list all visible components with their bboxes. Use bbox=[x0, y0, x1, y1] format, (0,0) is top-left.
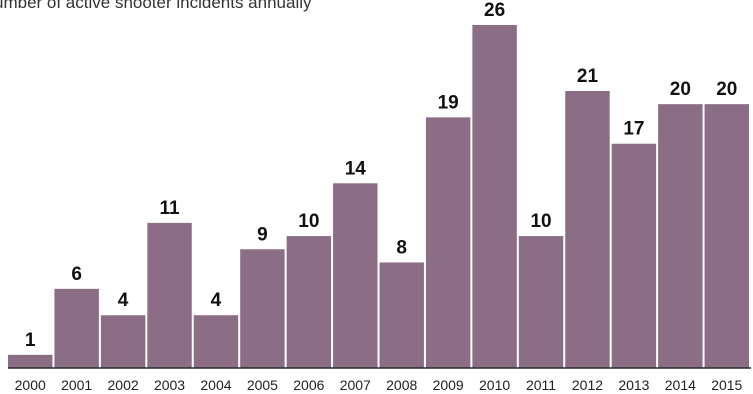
value-label-2008: 8 bbox=[396, 237, 407, 258]
bar-2005 bbox=[240, 249, 284, 368]
bar-2013 bbox=[612, 144, 656, 368]
x-tick-label-2013: 2013 bbox=[618, 377, 649, 393]
value-label-2004: 4 bbox=[211, 290, 222, 311]
x-tick-label-2015: 2015 bbox=[711, 377, 742, 393]
x-tick-label-2008: 2008 bbox=[386, 377, 417, 393]
x-tick-label-2011: 2011 bbox=[526, 377, 556, 393]
bar-2012 bbox=[565, 91, 609, 368]
x-tick-label-2007: 2007 bbox=[340, 377, 371, 393]
value-label-2005: 9 bbox=[257, 224, 268, 245]
value-label-2011: 10 bbox=[530, 211, 551, 232]
bars-group bbox=[8, 25, 749, 368]
bar-2003 bbox=[147, 223, 191, 368]
value-label-2013: 17 bbox=[623, 119, 644, 140]
bar-2010 bbox=[472, 25, 516, 368]
bar-2000 bbox=[8, 355, 52, 368]
bar-2014 bbox=[658, 104, 702, 368]
x-tick-label-2014: 2014 bbox=[665, 377, 696, 393]
value-label-2012: 21 bbox=[577, 66, 599, 87]
x-tick-label-2010: 2010 bbox=[479, 377, 510, 393]
bar-2007 bbox=[333, 183, 377, 368]
value-label-2006: 10 bbox=[298, 211, 319, 232]
bar-2006 bbox=[287, 236, 331, 368]
x-tick-label-2001: 2001 bbox=[61, 377, 92, 393]
value-label-2009: 19 bbox=[438, 92, 459, 113]
value-label-2001: 6 bbox=[71, 264, 82, 285]
x-tick-label-2009: 2009 bbox=[433, 377, 464, 393]
bar-2002 bbox=[101, 315, 145, 368]
value-label-2010: 26 bbox=[484, 0, 505, 21]
bar-2009 bbox=[426, 117, 470, 368]
x-tick-label-2004: 2004 bbox=[200, 377, 231, 393]
value-label-2007: 14 bbox=[345, 158, 367, 179]
value-label-2002: 4 bbox=[118, 290, 129, 311]
x-tick-labels-group: 2000 2001 2002 2003 2004 2005 2006 2007 2008 2009… bbox=[15, 377, 743, 393]
bar-2011 bbox=[519, 236, 563, 368]
x-tick-label-2003: 2003 bbox=[154, 377, 185, 393]
bar-2015 bbox=[705, 104, 749, 368]
value-label-2003: 11 bbox=[159, 198, 180, 219]
x-tick-label-2005: 2005 bbox=[247, 377, 278, 393]
x-tick-label-2006: 2006 bbox=[293, 377, 324, 393]
x-tick-label-2000: 2000 bbox=[15, 377, 46, 393]
bar-2001 bbox=[54, 289, 98, 368]
x-tick-label-2002: 2002 bbox=[108, 377, 139, 393]
x-tick-label-2012: 2012 bbox=[572, 377, 603, 393]
bar-2008 bbox=[380, 262, 424, 368]
value-label-2000: 1 bbox=[25, 330, 36, 351]
bar-2004 bbox=[194, 315, 238, 368]
value-label-2015: 20 bbox=[716, 79, 737, 100]
value-label-2014: 20 bbox=[670, 79, 691, 100]
